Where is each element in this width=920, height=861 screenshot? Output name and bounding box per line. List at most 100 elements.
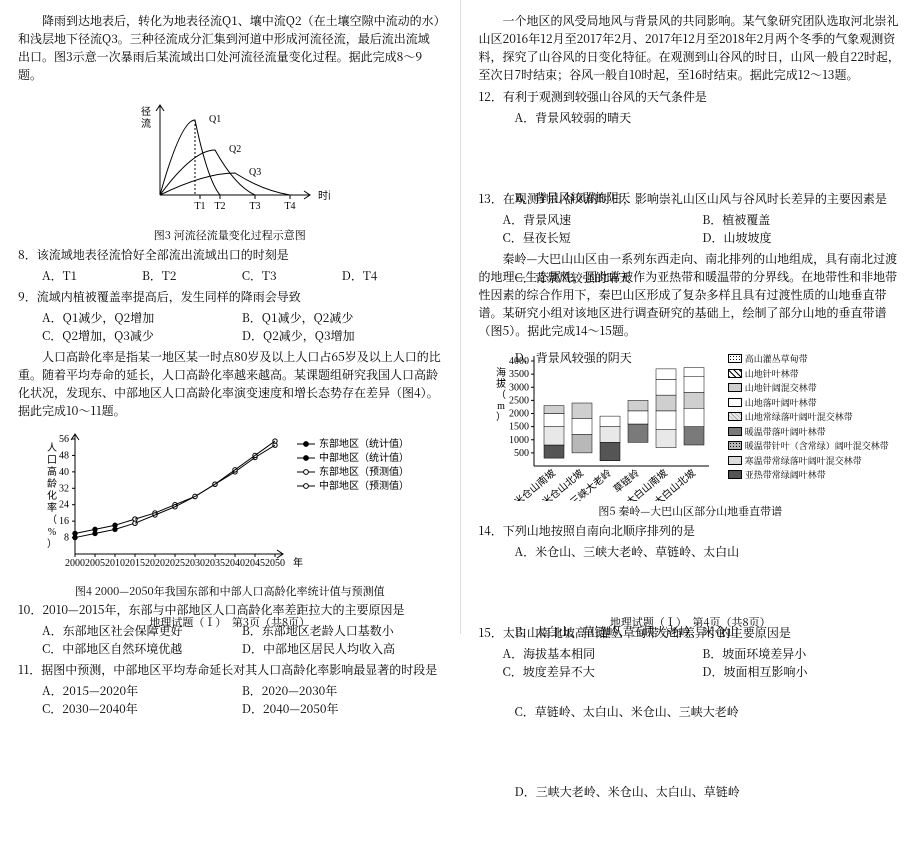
q14-stem: 14．下列山地按照自南向北顺序排列的是 — [479, 522, 903, 540]
page-4: 一个地区的风受局地风与背景风的共同影响。某气象研究团队选取河北崇礼山区2016年… — [461, 0, 920, 634]
legend-item: 山地针叶林带 — [728, 367, 889, 381]
svg-text:时间: 时间 — [318, 189, 330, 202]
svg-text:2030: 2030 — [185, 558, 205, 569]
q14-c: C．草链岭、太白山、米仓山、三峡大老岭 — [515, 703, 903, 781]
q11-stem: 11．据图中预测，中部地区平均寿命延长对其人口高龄化率影响最显著的时段是 — [18, 661, 442, 679]
svg-text:T3: T3 — [249, 201, 260, 212]
figure-5-caption: 图5 秦岭—大巴山区部分山地垂直带谱 — [479, 503, 903, 520]
svg-text:%: % — [48, 527, 56, 538]
legend-item: 暖温带针叶（含常绿）阔叶混交林带 — [728, 439, 889, 453]
figure-4-svg: 8162432404856200020052010201520202025203… — [40, 426, 420, 576]
svg-text:2015: 2015 — [125, 558, 145, 569]
svg-text:海: 海 — [496, 366, 506, 379]
legend-item: 山地针阔混交林带 — [728, 381, 889, 395]
q15-opts: A．海拔基本相同 B．坡面环境差异小 C．坡度差异不大 D．坡面相互影响小 — [503, 645, 903, 681]
q15-d: D．坡面相互影响小 — [702, 663, 902, 681]
svg-text:24: 24 — [59, 499, 69, 510]
svg-text:东部地区（统计值）: 东部地区（统计值） — [319, 437, 409, 450]
svg-text:2010: 2010 — [105, 558, 125, 569]
svg-text:径: 径 — [141, 105, 151, 118]
q13-opts: A．背景风速 B．植被覆盖 C．昼夜长短 D．山坡坡度 — [503, 211, 903, 247]
svg-text:1500: 1500 — [509, 422, 529, 433]
q9-stem: 9．流域内植被覆盖率提高后，发生同样的降雨会导致 — [18, 288, 442, 306]
q12-a: A．背景风较弱的晴天 — [515, 109, 903, 187]
svg-text:龄: 龄 — [47, 477, 57, 490]
figure-3-caption: 图3 河流径流量变化过程示意图 — [18, 227, 442, 244]
figure-4-caption: 图4 2000—2050年我国东部和中部人口高龄化率统计值与预测值 — [18, 583, 442, 600]
svg-text:）: ） — [496, 411, 506, 423]
q12-stem: 12．有利于观测到较强山谷风的天气条件是 — [479, 88, 903, 106]
q8-stem: 8．该流域地表径流恰好全部流出流域出口的时刻是 — [18, 246, 442, 264]
footer-left: 地理试题（Ⅰ） 第3页（共8页） — [0, 614, 460, 631]
footer-right: 地理试题（Ⅰ） 第4页（共8页） — [461, 614, 920, 631]
legend-label: 暖温带针叶（含常绿）阔叶混交林带 — [745, 439, 889, 453]
svg-text:2000: 2000 — [509, 409, 529, 420]
q15-b: B．坡面环境差异小 — [702, 645, 902, 663]
svg-text:2005: 2005 — [85, 558, 105, 569]
q14-opts: A．米仓山、三峡大老岭、草链岭、太白山 B．太白山、草链岭、三峡大老岭、米仓山 … — [515, 543, 903, 621]
legend-label: 亚热带常绿阔叶林带 — [745, 468, 826, 482]
q9-d: D．Q2减少，Q3增加 — [242, 327, 442, 345]
legend-label: 高山灌丛草甸带 — [745, 352, 808, 366]
figure-5: 5001000150020002500300035004000海拔（m）米仓山南… — [479, 346, 903, 520]
q11-d: D．2040—2050年 — [242, 700, 442, 718]
figure-5-svg: 5001000150020002500300035004000海拔（m）米仓山南… — [492, 346, 722, 501]
svg-text:3000: 3000 — [509, 382, 529, 393]
q10-d: D．中部地区居民人均收入高 — [242, 640, 442, 658]
legend-label: 山地针阔混交林带 — [745, 381, 817, 395]
intro-q12-13: 一个地区的风受局地风与背景风的共同影响。某气象研究团队选取河北崇礼山区2016年… — [479, 12, 903, 84]
figure-3-svg: 径流时间Q1Q2Q3T1T2T3T4 — [130, 90, 330, 220]
svg-text:中部地区（统计值）: 中部地区（统计值） — [319, 451, 409, 464]
svg-text:Q3: Q3 — [249, 167, 261, 178]
svg-text:16: 16 — [59, 516, 69, 527]
q8-d: D．T4 — [342, 267, 442, 285]
svg-text:Q1: Q1 — [209, 114, 221, 125]
svg-text:流: 流 — [141, 117, 151, 130]
q9-c: C．Q2增加，Q3减少 — [42, 327, 242, 345]
q8-b: B．T2 — [142, 267, 242, 285]
svg-text:T2: T2 — [214, 201, 225, 212]
intro-q14-15: 秦岭—大巴山山区由一系列东西走向、南北排列的山地组成，具有南北过渡的地理—生态属… — [479, 250, 903, 340]
q13-b: B．植被覆盖 — [702, 211, 902, 229]
svg-text:2040: 2040 — [225, 558, 245, 569]
q12-opts: A．背景风较弱的晴天 B．背景风较弱的阴天 C．背景风较强的晴天 D．背景风较强… — [515, 109, 903, 187]
q13-d: D．山坡坡度 — [702, 229, 902, 247]
svg-text:率: 率 — [47, 501, 57, 514]
svg-text:拔: 拔 — [496, 377, 506, 390]
svg-text:48: 48 — [59, 450, 69, 461]
q11-b: B．2020—2030年 — [242, 682, 442, 700]
svg-text:2025: 2025 — [165, 558, 185, 569]
figure-3: 径流时间Q1Q2Q3T1T2T3T4 图3 河流径流量变化过程示意图 — [18, 90, 442, 244]
svg-text:2045: 2045 — [245, 558, 265, 569]
figure-5-legend: 高山灌丛草甸带山地针叶林带山地针阔混交林带山地落叶阔叶林带山地常绿落叶阔叶混交林… — [728, 352, 889, 482]
q8-a: A．T1 — [42, 267, 142, 285]
q10-c: C．中部地区自然环境优越 — [42, 640, 242, 658]
page-3: 降雨到达地表后，转化为地表径流Q1、壤中流Q2（在土壤空隙中流动的水）和浅层地下… — [0, 0, 461, 634]
svg-text:东部地区（预测值）: 东部地区（预测值） — [319, 465, 409, 478]
q11-opts: A．2015—2020年 B．2020—2030年 C．2030—2040年 D… — [42, 682, 442, 718]
legend-item: 暖温带落叶阔叶林带 — [728, 425, 889, 439]
q9-a: A．Q1减少，Q2增加 — [42, 309, 242, 327]
q8-c: C．T3 — [242, 267, 342, 285]
q14-a: A．米仓山、三峡大老岭、草链岭、太白山 — [515, 543, 903, 621]
svg-text:口: 口 — [47, 455, 57, 466]
legend-label: 暖温带落叶阔叶林带 — [745, 425, 826, 439]
svg-text:2000: 2000 — [65, 558, 85, 569]
legend-label: 寒温带常绿落叶阔叶混交林带 — [745, 454, 862, 468]
svg-text:1000: 1000 — [509, 435, 529, 446]
svg-text:）: ） — [47, 538, 57, 550]
intro-q8-9: 降雨到达地表后，转化为地表径流Q1、壤中流Q2（在土壤空隙中流动的水）和浅层地下… — [18, 12, 442, 84]
q13-stem: 13．在观测到山谷风的时日，影响崇礼山区山风与谷风时长差异的主要因素是 — [479, 190, 903, 208]
svg-text:化: 化 — [47, 489, 57, 502]
svg-text:8: 8 — [64, 532, 69, 543]
legend-item: 山地落叶阔叶林带 — [728, 396, 889, 410]
svg-text:中部地区（预测值）: 中部地区（预测值） — [319, 479, 409, 492]
q11-c: C．2030—2040年 — [42, 700, 242, 718]
q13-a: A．背景风速 — [503, 211, 703, 229]
svg-text:（: （ — [496, 389, 506, 401]
legend-item: 寒温带常绿落叶阔叶混交林带 — [728, 454, 889, 468]
svg-text:32: 32 — [59, 483, 69, 494]
svg-text:2500: 2500 — [509, 395, 529, 406]
svg-text:T4: T4 — [284, 201, 295, 212]
q15-a: A．海拔基本相同 — [503, 645, 703, 663]
